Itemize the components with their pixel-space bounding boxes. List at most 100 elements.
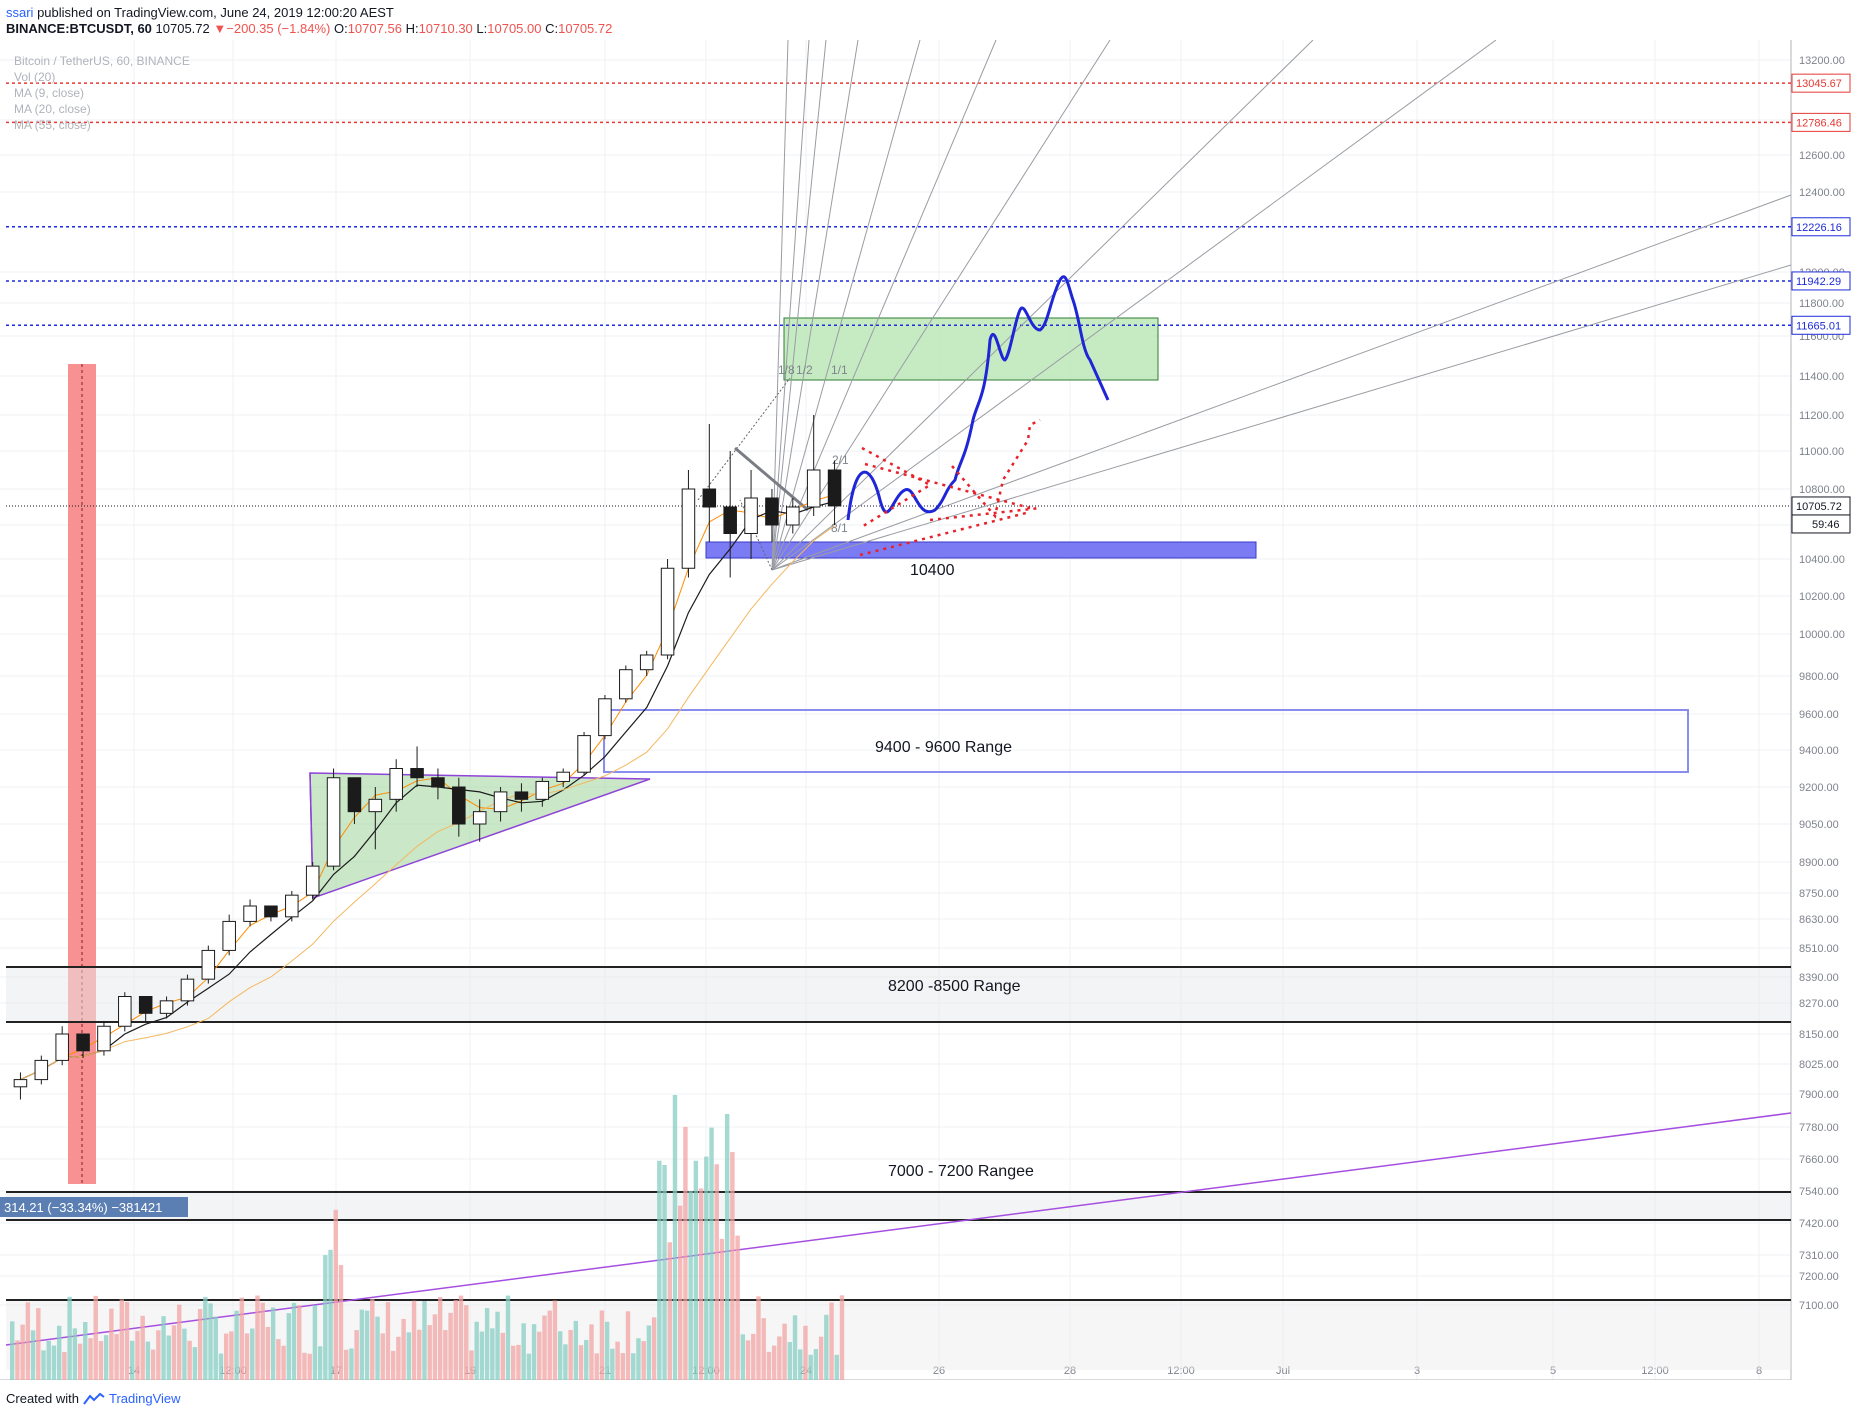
high-label: H:: [405, 21, 419, 36]
flag-resistance-line: [734, 446, 809, 512]
price-label-box: [1791, 315, 1851, 335]
price-tick-label: 7900.00: [1799, 1089, 1839, 1101]
candle-body: [243, 905, 257, 922]
volume-bar: [453, 1300, 459, 1380]
volume-bar: [537, 1331, 542, 1380]
volume-bar: [276, 1339, 281, 1380]
volume-bar: [620, 1353, 626, 1380]
volume-bar: [808, 1354, 813, 1380]
range-8200-label: 8200 -8500 Range: [888, 978, 1021, 995]
volume-bar: [615, 1341, 620, 1380]
volume-bar: [730, 1152, 735, 1380]
volume-bar: [270, 1307, 276, 1380]
fan-label: 2/1: [832, 453, 849, 467]
low-label: L:: [476, 21, 488, 36]
volume-bar: [787, 1342, 793, 1380]
candle: [13, 1072, 28, 1100]
volume-bar: [25, 1302, 31, 1380]
long-trendline: [5, 1112, 1792, 1346]
fan-label: 1/8: [778, 363, 795, 377]
candle: [535, 777, 550, 807]
candle-body: [431, 777, 445, 788]
volume-bar: [672, 1094, 678, 1380]
volume-bar: [704, 1156, 709, 1380]
candle: [347, 777, 362, 824]
volume-bar: [474, 1321, 479, 1380]
volume-bar: [547, 1310, 552, 1380]
volume-bar: [182, 1328, 187, 1380]
volume-bar: [745, 1340, 751, 1380]
candle: [264, 905, 278, 922]
candle: [598, 695, 612, 740]
candle-body: [13, 1079, 28, 1088]
volume-bar: [411, 1300, 417, 1380]
volume-bar: [573, 1320, 579, 1380]
volume-bar: [469, 1350, 474, 1380]
price-tick-label: 8025.00: [1799, 1059, 1839, 1071]
volume-bar: [589, 1324, 594, 1380]
symbol-label: BINANCE:BTCUSDT, 60: [6, 21, 152, 36]
volume-bar: [77, 1343, 83, 1380]
volume-bar: [135, 1330, 140, 1380]
volume-bar: [829, 1302, 834, 1380]
volume-bar: [370, 1299, 375, 1380]
volume-bar: [333, 1209, 338, 1380]
candle: [619, 665, 633, 703]
ma-20-line: [20, 500, 835, 1081]
volume-bar: [479, 1331, 485, 1380]
volume-bar: [380, 1333, 385, 1380]
candle: [806, 415, 821, 516]
candle: [452, 777, 466, 837]
price-tick-label: 8390.00: [1799, 972, 1839, 984]
volume-bar: [839, 1295, 845, 1380]
price-tick-label: 12400.00: [1799, 187, 1845, 199]
volume-bar: [260, 1302, 265, 1380]
volume-bar: [354, 1330, 359, 1380]
price-tick-label: 9600.00: [1799, 709, 1839, 721]
candle-body: [786, 506, 800, 526]
volume-bar: [500, 1332, 505, 1380]
candle: [702, 424, 717, 542]
volume-bar: [526, 1353, 532, 1380]
tradingview-brand[interactable]: TradingView: [108, 1391, 181, 1406]
price-chart[interactable]: 13200.0012800.0012600.0012400.0012000.00…: [0, 39, 1860, 1381]
volume-bar: [302, 1352, 307, 1380]
volume-bar: [10, 1321, 15, 1380]
axis-price-labels: 13045.67 12786.46 12226.16 11942.29 11665.01…: [1791, 73, 1851, 534]
candle: [368, 787, 383, 850]
volume-bar: [610, 1348, 615, 1380]
volume-bar: [93, 1295, 98, 1380]
candle: [723, 451, 737, 578]
price-tick-label: 7540.00: [1799, 1186, 1839, 1198]
volume-bar: [83, 1321, 88, 1380]
volume-bar: [265, 1326, 271, 1380]
price-tick-label: 10200.00: [1799, 591, 1845, 603]
range-box-9400-9600: [603, 709, 1689, 773]
volume-bar: [109, 1308, 114, 1380]
ohlc-line: BINANCE:BTCUSDT, 60 10705.72 ▼−200.35 (−…: [6, 21, 612, 36]
volume-bar: [542, 1315, 547, 1380]
price-tick-label: 13200.00: [1799, 55, 1845, 67]
volume-bar: [824, 1314, 829, 1380]
range-9400-label: 9400 - 9600 Range: [875, 739, 1012, 756]
volume-bar: [234, 1310, 239, 1380]
price-tick-label: 7780.00: [1799, 1122, 1839, 1134]
price-label-box: [1791, 112, 1851, 132]
publisher-name[interactable]: ssari: [6, 5, 34, 20]
candle-body: [410, 768, 424, 779]
candle: [472, 799, 487, 842]
volume-bar: [516, 1344, 521, 1380]
fan-line: [771, 39, 1497, 571]
volume-bar: [130, 1340, 135, 1380]
footer: Created with TradingView: [6, 1391, 181, 1406]
fan-line: [771, 39, 859, 571]
volume-bar: [192, 1347, 198, 1380]
volume-bar: [229, 1331, 234, 1380]
volume-bar: [683, 1126, 688, 1380]
volume-bar: [557, 1331, 563, 1380]
volume-bar: [338, 1265, 344, 1380]
candle: [556, 768, 570, 787]
chart-area[interactable]: 13200.0012800.0012600.0012400.0012000.00…: [0, 39, 1860, 1381]
volume-bar: [531, 1324, 537, 1380]
fan-label: 1/2: [796, 363, 813, 377]
